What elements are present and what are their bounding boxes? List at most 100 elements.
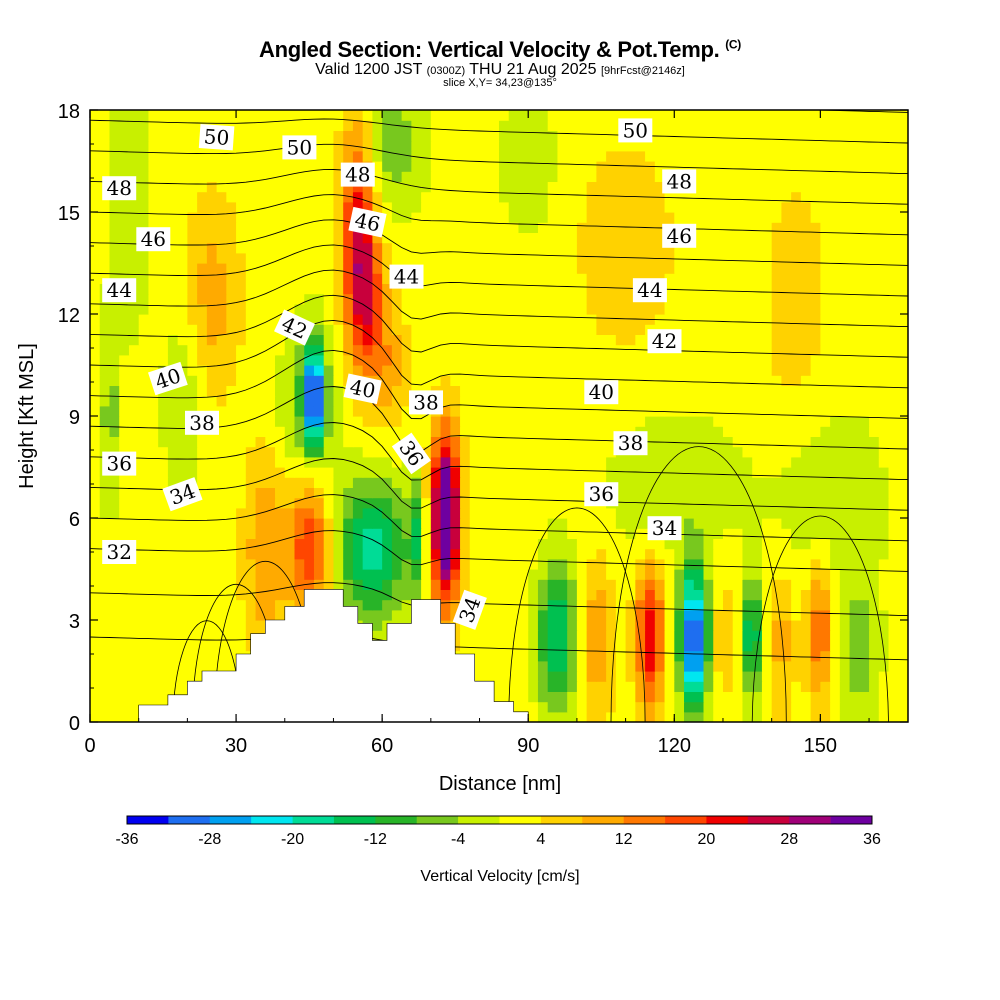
field-cell [537, 171, 549, 182]
field-cell [99, 252, 111, 264]
field-cell [703, 558, 714, 570]
field-cell [177, 436, 188, 448]
field-cell [352, 252, 364, 264]
field-cell [625, 487, 636, 499]
field-cell [255, 558, 266, 570]
field-cell [479, 630, 490, 641]
field-cell [216, 344, 227, 356]
field-cell [888, 293, 899, 305]
field-cell [187, 314, 198, 325]
field-cell [800, 620, 812, 631]
field-cell [489, 416, 500, 427]
field-cell [343, 110, 354, 121]
field-cell [839, 630, 851, 641]
field-cell [99, 599, 111, 611]
field-cell [557, 711, 568, 722]
field-cell [752, 120, 763, 131]
field-cell [460, 171, 471, 182]
field-cell [352, 446, 364, 458]
field-cell [849, 671, 860, 682]
field-cell [177, 467, 188, 478]
field-cell [722, 405, 734, 417]
field-cell [508, 222, 520, 233]
field-cell [382, 467, 393, 478]
field-cell [450, 375, 461, 386]
field-cell [430, 150, 442, 162]
field-cell [742, 201, 753, 213]
field-cell [684, 354, 695, 366]
field-cell [187, 609, 198, 621]
field-cell [791, 293, 802, 305]
field-cell [167, 120, 179, 131]
field-cell [460, 140, 471, 152]
field-cell [800, 222, 812, 233]
field-cell [275, 528, 286, 539]
field-cell [109, 436, 120, 448]
field-cell [761, 324, 773, 335]
field-cell [859, 130, 870, 142]
field-cell [528, 701, 539, 713]
field-cell [460, 212, 471, 223]
field-cell [275, 385, 286, 397]
field-cell [245, 528, 257, 539]
field-cell [742, 640, 753, 652]
field-cell [99, 314, 111, 325]
field-cell [703, 711, 714, 722]
field-cell [547, 456, 559, 468]
field-cell [265, 558, 276, 570]
field-cell [372, 620, 383, 631]
field-cell [508, 171, 520, 182]
field-cell [411, 518, 422, 529]
field-cell [177, 456, 188, 468]
field-cell [255, 161, 266, 172]
field-cell [859, 681, 870, 692]
field-cell [849, 467, 860, 478]
field-cell [138, 518, 150, 529]
field-cell [859, 589, 870, 601]
field-cell [343, 344, 354, 356]
field-cell [518, 548, 529, 560]
field-cell [898, 630, 908, 641]
field-cell [206, 436, 218, 448]
field-cell [109, 650, 120, 662]
field-cell [460, 436, 471, 448]
field-cell [713, 507, 724, 519]
field-cell [401, 252, 412, 264]
field-cell [489, 314, 500, 325]
field-cell [362, 487, 374, 499]
field-cell [596, 252, 607, 264]
field-cell [898, 446, 908, 458]
field-cell [810, 538, 821, 550]
field-cell [781, 548, 792, 560]
field-cell [859, 150, 870, 162]
field-cell [421, 171, 432, 182]
field-cell [255, 579, 266, 590]
field-cell [761, 711, 773, 722]
field-cell [265, 477, 276, 488]
field-cell [372, 405, 383, 417]
field-cell [508, 344, 520, 356]
field-cell [732, 344, 744, 356]
field-cell [635, 681, 646, 692]
field-cell [810, 405, 821, 417]
field-cell [800, 497, 812, 509]
field-cell [411, 426, 422, 437]
field-cell [771, 620, 783, 631]
field-cell [664, 630, 675, 641]
field-cell [888, 671, 899, 682]
field-cell [382, 314, 393, 325]
field-cell [781, 232, 792, 244]
field-cell [206, 518, 218, 529]
field-cell [869, 507, 880, 519]
field-cell [148, 120, 159, 131]
field-cell [372, 354, 383, 366]
field-cell [343, 242, 354, 254]
field-cell [119, 650, 130, 662]
field-cell [382, 426, 393, 437]
field-cell [732, 609, 744, 621]
field-cell [576, 130, 588, 142]
field-cell [800, 538, 812, 550]
field-cell [820, 467, 831, 478]
field-cell [304, 120, 315, 131]
field-cell [615, 518, 627, 529]
